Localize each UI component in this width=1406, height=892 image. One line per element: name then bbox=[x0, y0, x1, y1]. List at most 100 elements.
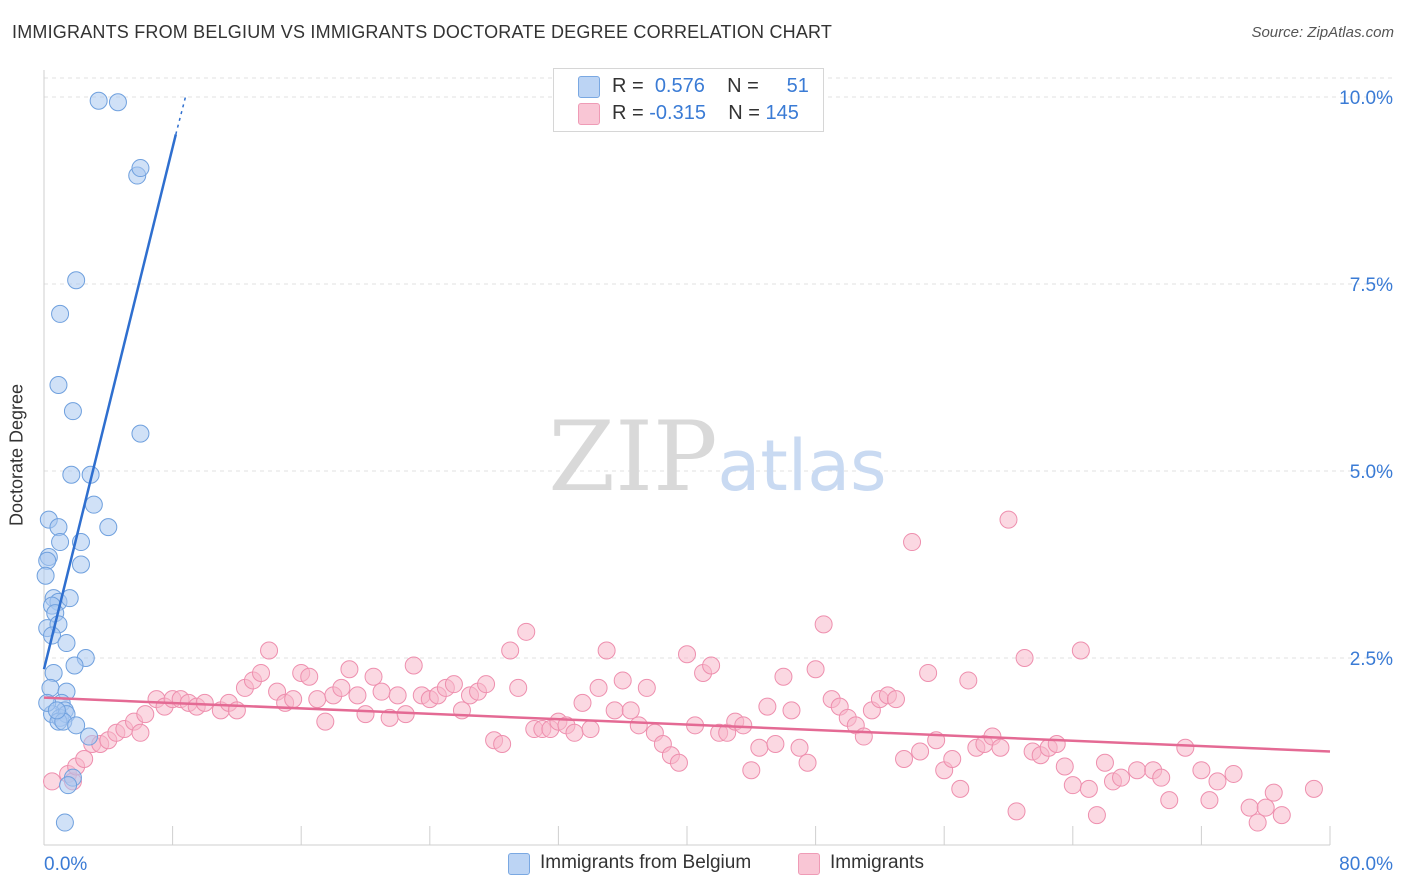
immigrants-point bbox=[260, 641, 279, 660]
y-tick-label: 10.0% bbox=[1339, 88, 1393, 109]
immigrants-point bbox=[1224, 764, 1243, 783]
belgium-point bbox=[99, 518, 118, 537]
belgium-point bbox=[80, 727, 99, 746]
immigrants-point bbox=[1095, 753, 1114, 772]
immigrants-point bbox=[1200, 791, 1219, 810]
immigrants-point bbox=[605, 701, 624, 720]
belgium-trend-extension bbox=[175, 96, 187, 135]
correlation-legend: R = 0.576 N = 51 R = -0.315 N = 145 bbox=[553, 68, 824, 132]
immigrants-point bbox=[308, 690, 327, 709]
bottom-legend-swatch-blue bbox=[508, 853, 530, 875]
immigrants-point bbox=[444, 675, 463, 694]
immigrants-point bbox=[565, 723, 584, 742]
belgium-point bbox=[67, 716, 86, 735]
immigrants-point bbox=[895, 749, 914, 768]
immigrants-point bbox=[782, 701, 801, 720]
watermark-atlas: atlas bbox=[717, 425, 886, 507]
immigrants-point bbox=[1071, 641, 1090, 660]
belgium-point bbox=[55, 813, 74, 832]
immigrants-point bbox=[1007, 802, 1026, 821]
immigrants-point bbox=[404, 656, 423, 675]
immigrants-point bbox=[1112, 768, 1131, 787]
immigrants-point bbox=[766, 735, 785, 754]
y-tick-label: 5.0% bbox=[1350, 462, 1393, 483]
legend-swatch-blue bbox=[578, 76, 600, 98]
immigrants-point bbox=[252, 663, 271, 682]
immigrants-point bbox=[493, 735, 512, 754]
immigrants-point bbox=[814, 615, 833, 634]
immigrants-point bbox=[734, 716, 753, 735]
immigrants-point bbox=[1192, 761, 1211, 780]
immigrants-point bbox=[1055, 757, 1074, 776]
watermark: ZIP atlas bbox=[548, 401, 886, 513]
immigrants-point bbox=[284, 690, 303, 709]
immigrants-point bbox=[790, 738, 809, 757]
immigrants-point bbox=[131, 723, 150, 742]
immigrants-point bbox=[1015, 649, 1034, 667]
immigrants-point bbox=[573, 693, 592, 712]
immigrants-point bbox=[388, 686, 407, 705]
immigrants-point bbox=[477, 675, 496, 694]
belgium-point bbox=[63, 402, 82, 421]
immigrants-point bbox=[999, 510, 1018, 529]
belgium-point bbox=[131, 424, 150, 443]
watermark-zip: ZIP bbox=[548, 401, 717, 513]
immigrants-point bbox=[581, 720, 600, 739]
belgium-point bbox=[36, 566, 55, 585]
immigrants-point bbox=[1256, 798, 1275, 817]
immigrants-point bbox=[621, 701, 640, 720]
immigrants-point bbox=[517, 622, 536, 641]
immigrants-point bbox=[1063, 776, 1082, 795]
belgium-point bbox=[65, 656, 84, 675]
belgium-point bbox=[49, 518, 68, 537]
immigrants-point bbox=[959, 671, 978, 690]
immigrants-point bbox=[1248, 813, 1267, 832]
immigrants-point bbox=[742, 761, 761, 780]
immigrants-point bbox=[919, 663, 938, 682]
immigrants-point bbox=[597, 641, 616, 660]
immigrants-point bbox=[1240, 798, 1259, 817]
immigrants-point bbox=[678, 645, 696, 664]
belgium-point bbox=[44, 663, 63, 682]
immigrants-point bbox=[316, 712, 335, 731]
immigrants-points bbox=[43, 510, 1323, 832]
tick-labels: 2.5% 5.0% 7.5% 10.0% 0.0% 80.0% bbox=[44, 88, 1393, 875]
immigrants-point bbox=[1176, 738, 1195, 757]
immigrants-point bbox=[509, 678, 528, 697]
belgium-point bbox=[62, 465, 81, 484]
y-tick-label: 7.5% bbox=[1350, 275, 1393, 296]
immigrants-point bbox=[364, 667, 383, 686]
immigrants-point bbox=[372, 682, 391, 701]
immigrants-point bbox=[300, 667, 319, 686]
immigrants-point bbox=[1304, 779, 1323, 798]
immigrants-point bbox=[1087, 806, 1106, 825]
immigrants-point bbox=[806, 660, 825, 679]
bottom-legend-label-belgium: Immigrants from Belgium bbox=[540, 852, 752, 873]
immigrants-point bbox=[1160, 791, 1179, 810]
immigrants-point bbox=[1047, 735, 1066, 754]
immigrants-point bbox=[911, 742, 930, 761]
immigrants-point bbox=[136, 705, 155, 724]
belgium-point bbox=[51, 304, 70, 323]
belgium-point bbox=[89, 91, 108, 110]
immigrants-point bbox=[629, 716, 648, 735]
immigrants-point bbox=[340, 660, 359, 679]
immigrants-point bbox=[1264, 783, 1283, 802]
legend-swatch-pink bbox=[578, 103, 600, 125]
immigrants-point bbox=[951, 779, 970, 798]
trend-lines bbox=[42, 96, 1331, 753]
immigrants-point bbox=[637, 678, 656, 697]
immigrants-point bbox=[613, 671, 632, 690]
belgium-trend-line bbox=[42, 134, 178, 670]
belgium-point bbox=[47, 701, 66, 720]
bottom-legend-swatch-pink bbox=[798, 853, 820, 875]
immigrants-point bbox=[1272, 806, 1291, 825]
bottom-legend-label-immigrants: Immigrants bbox=[830, 852, 924, 873]
belgium-point bbox=[57, 634, 76, 653]
immigrants-point bbox=[1208, 772, 1227, 791]
immigrants-point bbox=[774, 667, 793, 686]
immigrants-point bbox=[348, 686, 367, 705]
belgium-point bbox=[71, 555, 90, 574]
x-tick-label-min: 0.0% bbox=[44, 854, 87, 875]
immigrants-point bbox=[903, 533, 922, 552]
